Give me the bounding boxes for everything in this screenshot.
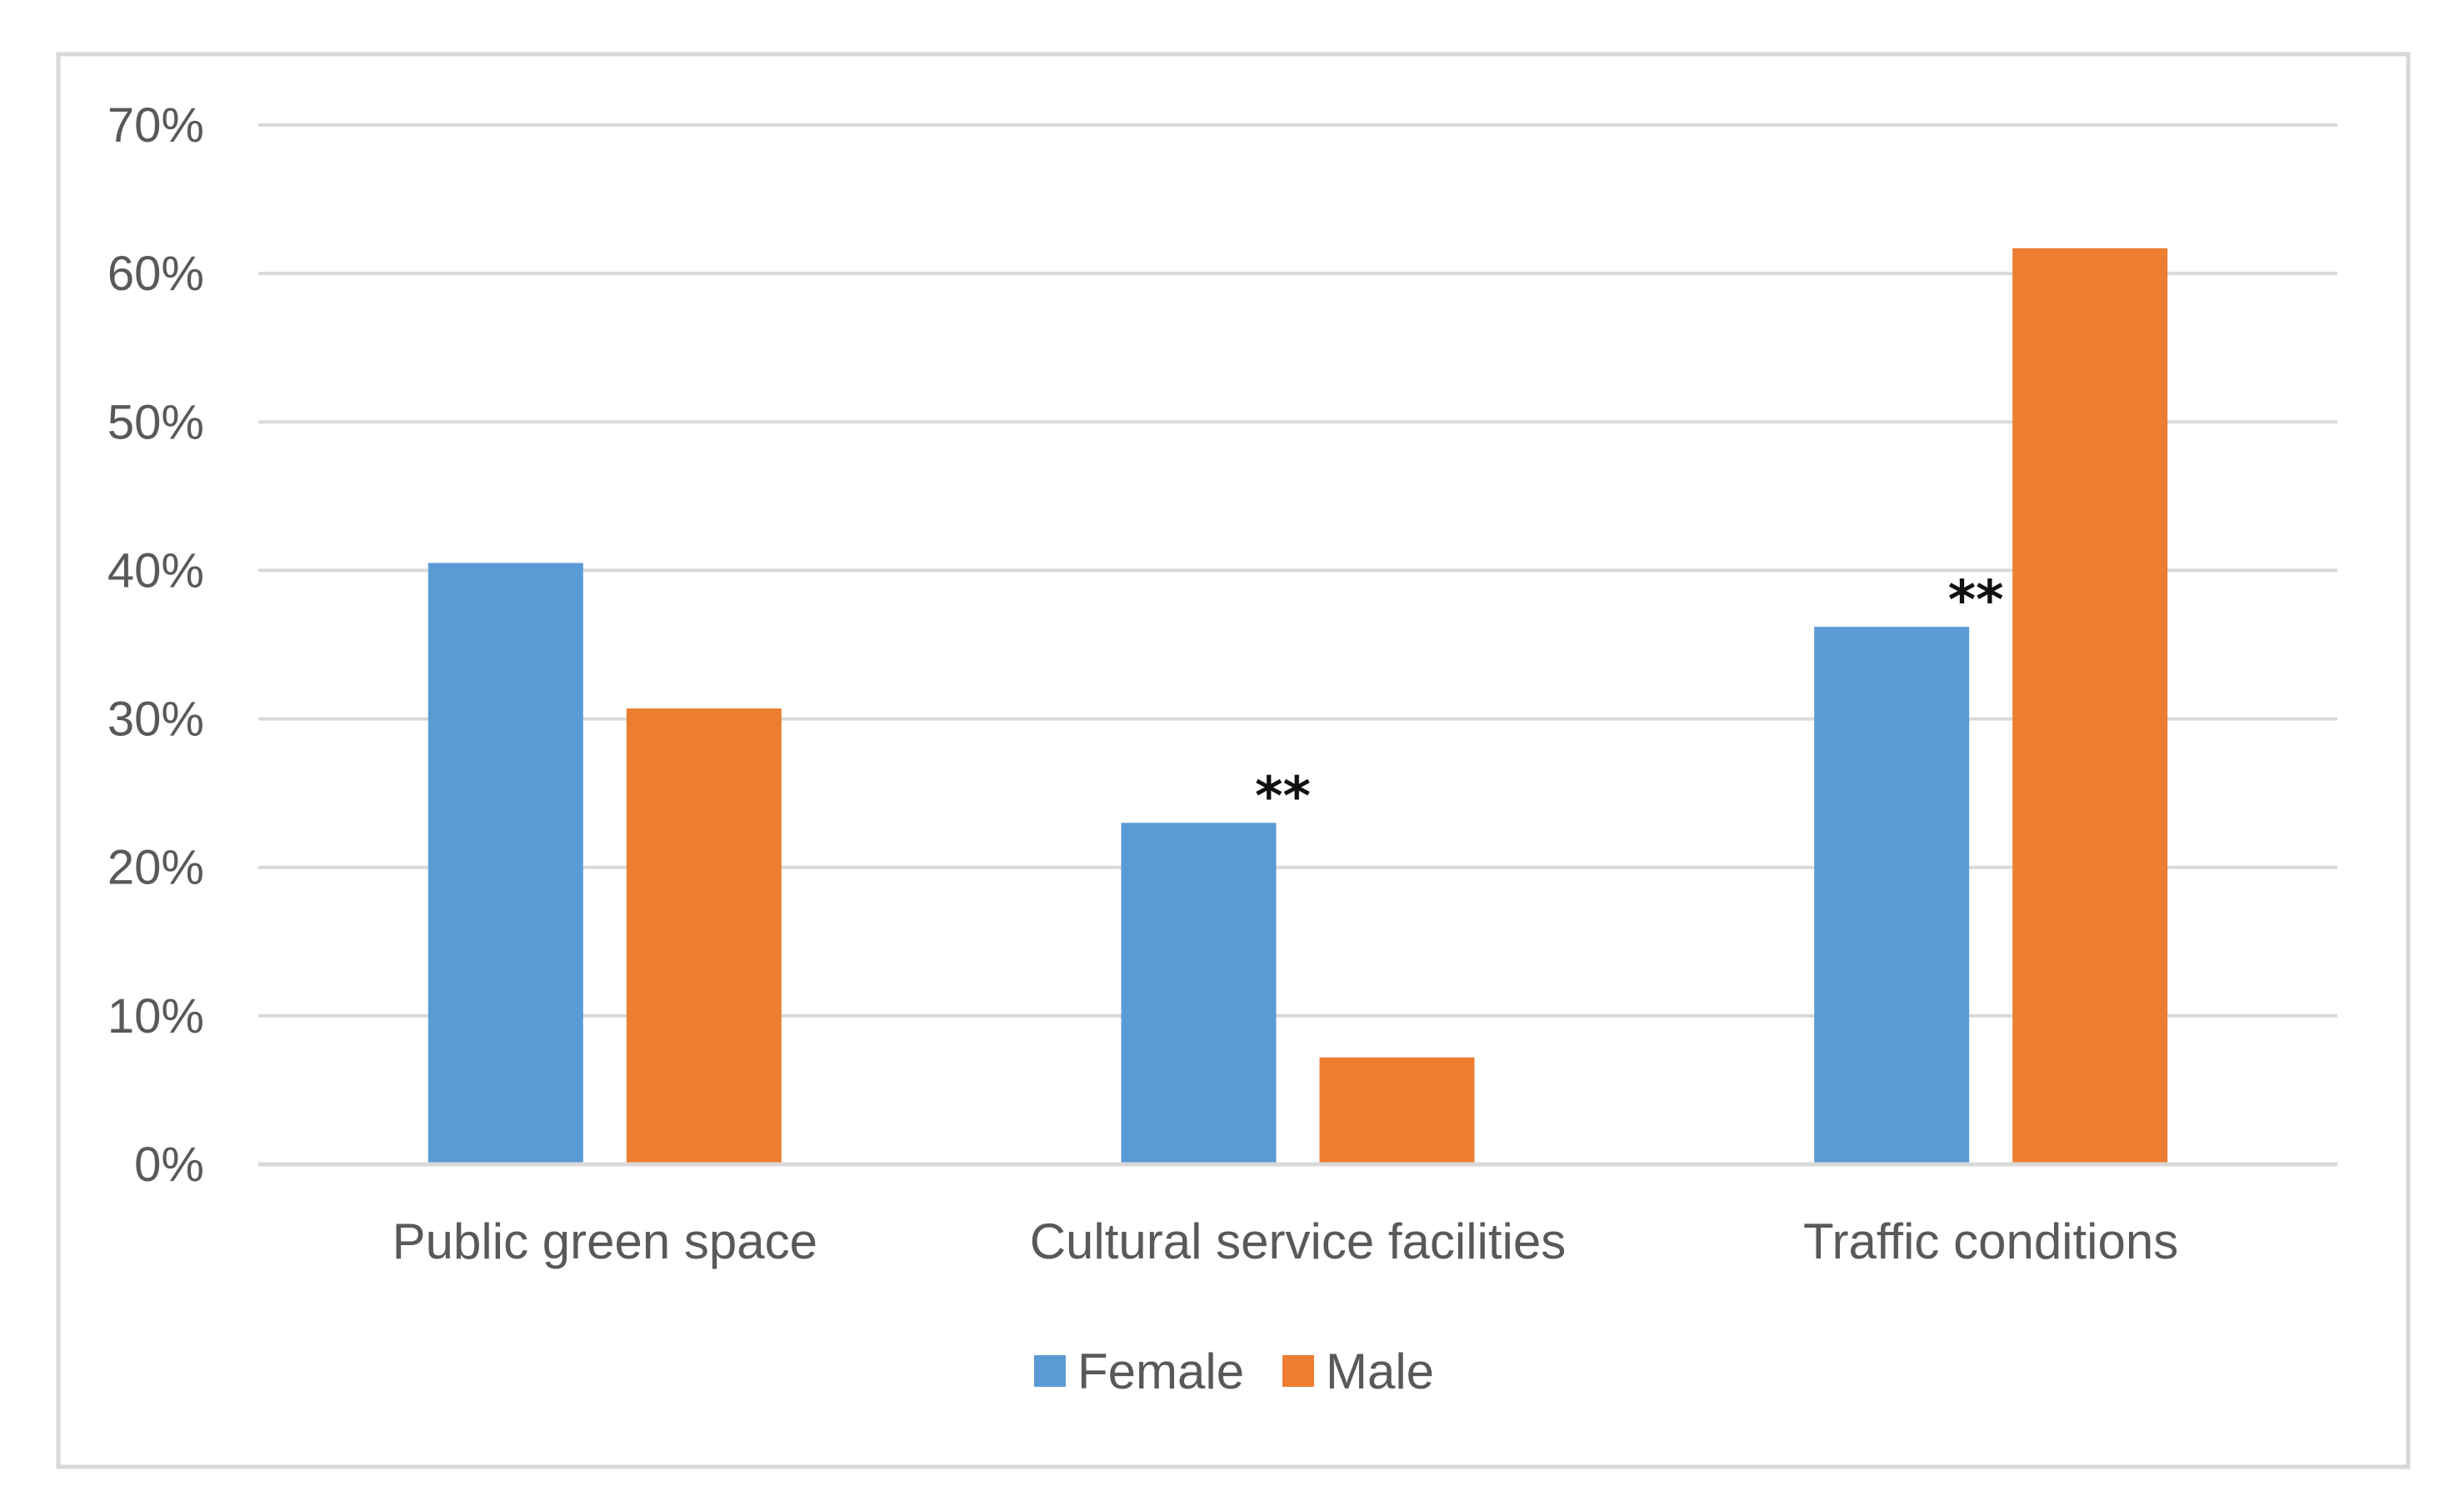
y-tick-label: 50%	[107, 395, 204, 449]
y-axis-ticks: 0% 10% 20% 30% 40% 50% 60% 70%	[107, 98, 204, 1192]
y-tick-label: 60%	[107, 247, 204, 301]
bar-male-public-green-space	[626, 708, 782, 1164]
x-category-label: Cultural service facilities	[1030, 1213, 1567, 1269]
bars	[427, 248, 2168, 1164]
x-category-label: Public green space	[392, 1213, 817, 1269]
significance-annotation: **	[1255, 766, 1311, 828]
legend-swatch-male	[1282, 1355, 1314, 1387]
annotations: ** **	[1255, 570, 2004, 828]
gridlines	[258, 123, 2337, 1018]
y-tick-label: 20%	[107, 841, 204, 895]
bar-female-traffic-conditions	[1814, 627, 1970, 1164]
y-tick-label: 30%	[107, 693, 204, 747]
bar-female-cultural-service-facilities	[1121, 823, 1277, 1164]
bar-male-traffic-conditions	[2012, 248, 2168, 1164]
bar-male-cultural-service-facilities	[1319, 1057, 1475, 1164]
legend-label-male: Male	[1326, 1343, 1434, 1399]
legend-label-female: Female	[1077, 1343, 1244, 1399]
y-tick-label: 40%	[107, 543, 204, 598]
significance-annotation: **	[1948, 570, 2004, 632]
legend: Female Male	[1034, 1343, 1434, 1399]
y-tick-label: 0%	[134, 1138, 204, 1192]
legend-swatch-female	[1034, 1355, 1066, 1387]
x-category-label: Traffic conditions	[1803, 1213, 2178, 1269]
y-tick-label: 10%	[107, 989, 204, 1043]
bar-female-public-green-space	[427, 563, 583, 1164]
y-tick-label: 70%	[107, 98, 204, 153]
x-axis-categories: Public green space Cultural service facil…	[392, 1213, 2179, 1269]
